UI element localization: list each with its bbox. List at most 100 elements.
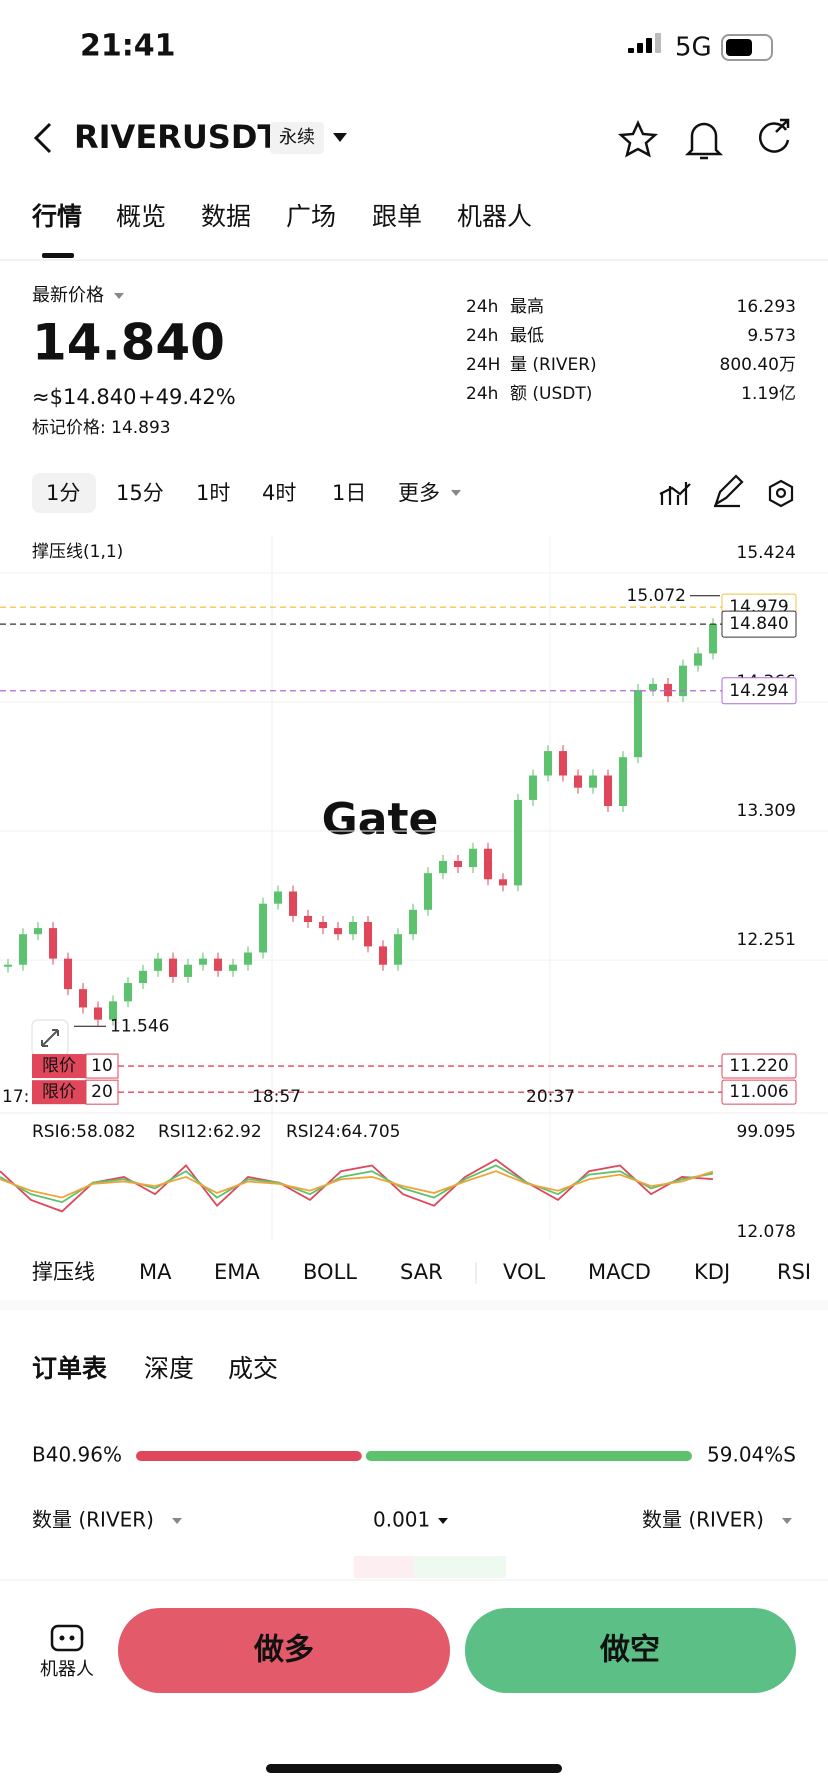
candle <box>679 665 687 697</box>
candle <box>424 873 432 910</box>
buy-ratio: B40.96% <box>32 1443 122 1467</box>
indicator-tab[interactable]: RSI <box>777 1260 811 1284</box>
candle <box>589 775 597 788</box>
indicator-tab[interactable]: MA <box>139 1260 172 1284</box>
limit-tag <box>32 1054 86 1079</box>
tab[interactable]: 机器人 <box>457 202 532 231</box>
candle <box>664 683 672 697</box>
column-header[interactable]: 数量 (RIVER) <box>642 1508 764 1532</box>
low-label: 11.546 <box>110 1016 169 1036</box>
signal-bar <box>637 43 643 53</box>
draw-icon[interactable] <box>714 474 744 508</box>
timeframe[interactable]: 1时 <box>196 481 230 505</box>
candle <box>289 891 297 916</box>
signal-bar <box>655 33 661 53</box>
candle <box>34 928 42 935</box>
column-header[interactable]: 0.001 <box>373 1508 430 1532</box>
timeframe[interactable]: 15分 <box>116 481 164 505</box>
tab-underline <box>42 253 74 258</box>
signal-bar <box>628 48 634 53</box>
time-label: 20:37 <box>526 1087 575 1107</box>
y-tick-label: 13.309 <box>737 801 796 821</box>
indicator-icon[interactable] <box>659 482 691 505</box>
indicator-tab[interactable]: MACD <box>588 1260 651 1284</box>
sell-ratio: 59.04%S <box>707 1443 796 1467</box>
buy-bar <box>136 1451 362 1461</box>
candle <box>499 879 507 886</box>
stat-value: 800.40万 <box>720 355 796 375</box>
candle <box>169 958 177 977</box>
tab[interactable]: 数据 <box>201 202 251 231</box>
stat-label: 最低 <box>510 326 544 346</box>
alert[interactable] <box>684 122 724 160</box>
short-button[interactable] <box>465 1608 796 1693</box>
candle <box>529 775 537 800</box>
candle <box>94 1007 102 1020</box>
indicator-tab[interactable]: BOLL <box>303 1260 357 1284</box>
column-header[interactable]: 数量 (RIVER) <box>32 1508 154 1532</box>
depth-hint-green <box>414 1556 506 1578</box>
tab[interactable]: 跟单 <box>372 202 422 231</box>
timeframe[interactable]: 1分 <box>46 481 80 505</box>
back-button[interactable] <box>33 122 52 154</box>
section-gap <box>0 1300 828 1310</box>
candle <box>229 964 237 971</box>
indicator-tab[interactable]: 撑压线 <box>32 1260 95 1284</box>
settings-icon[interactable] <box>768 479 794 508</box>
candle <box>484 848 492 880</box>
indicator-tab[interactable]: KDJ <box>694 1260 730 1284</box>
orderbook-tab[interactable]: 订单表 <box>32 1354 108 1383</box>
column-caret <box>782 1518 792 1524</box>
timeframe[interactable]: 4时 <box>262 481 296 505</box>
rsi-tick-label: 99.095 <box>737 1122 796 1142</box>
candle <box>604 775 612 807</box>
limit-qty: 10 <box>91 1056 113 1076</box>
price-line-box <box>721 677 797 705</box>
tab[interactable]: 广场 <box>286 202 336 231</box>
orderbook-tab[interactable]: 成交 <box>228 1354 278 1383</box>
y-tick-label: 12.251 <box>737 930 796 950</box>
dropdown[interactable] <box>333 133 347 142</box>
status-time: 21:41 <box>80 29 176 64</box>
stat-label: 额 (USDT) <box>510 384 592 404</box>
tab[interactable]: 概览 <box>116 202 166 231</box>
tab[interactable]: 行情 <box>31 202 82 231</box>
candle <box>379 946 387 965</box>
candle <box>199 958 207 965</box>
robot-eye <box>69 1635 75 1641</box>
timeframe-selected <box>32 473 96 513</box>
candle <box>574 775 582 788</box>
price-line-label: 14.840 <box>729 614 788 634</box>
price-label-caret <box>114 293 124 299</box>
stat-period: 24h <box>466 297 498 317</box>
robot-label[interactable]: 机器人 <box>40 1659 94 1680</box>
change: +49.42% <box>138 385 236 409</box>
candle <box>304 915 312 922</box>
limit-tag <box>32 1080 86 1105</box>
indicator-tab[interactable]: EMA <box>214 1260 260 1284</box>
candle <box>454 860 462 868</box>
price-line-label: 14.294 <box>729 681 788 701</box>
rsi-legend: RSI6:58.082 <box>32 1122 136 1142</box>
candle <box>364 921 372 947</box>
battery <box>721 34 773 61</box>
stat-value: 16.293 <box>737 297 796 317</box>
indicator-label: 撑压线(1,1) <box>32 542 123 562</box>
robot-eye <box>59 1635 65 1641</box>
candle <box>259 903 267 953</box>
share[interactable] <box>759 118 790 153</box>
candle <box>214 958 222 971</box>
stat-label: 最高 <box>510 297 544 317</box>
candle <box>19 934 27 965</box>
candle <box>394 934 402 965</box>
timeframe[interactable]: 更多 <box>398 481 440 505</box>
robot-icon[interactable] <box>50 1624 84 1652</box>
favorite[interactable] <box>617 119 659 158</box>
candle <box>4 964 12 967</box>
indicator-tab[interactable]: SAR <box>400 1260 443 1284</box>
rsi-line <box>0 1158 714 1213</box>
orderbook-tab[interactable]: 深度 <box>144 1354 194 1383</box>
indicator-tab[interactable]: VOL <box>503 1260 546 1284</box>
long-button[interactable] <box>118 1608 450 1693</box>
timeframe[interactable]: 1日 <box>332 481 366 505</box>
